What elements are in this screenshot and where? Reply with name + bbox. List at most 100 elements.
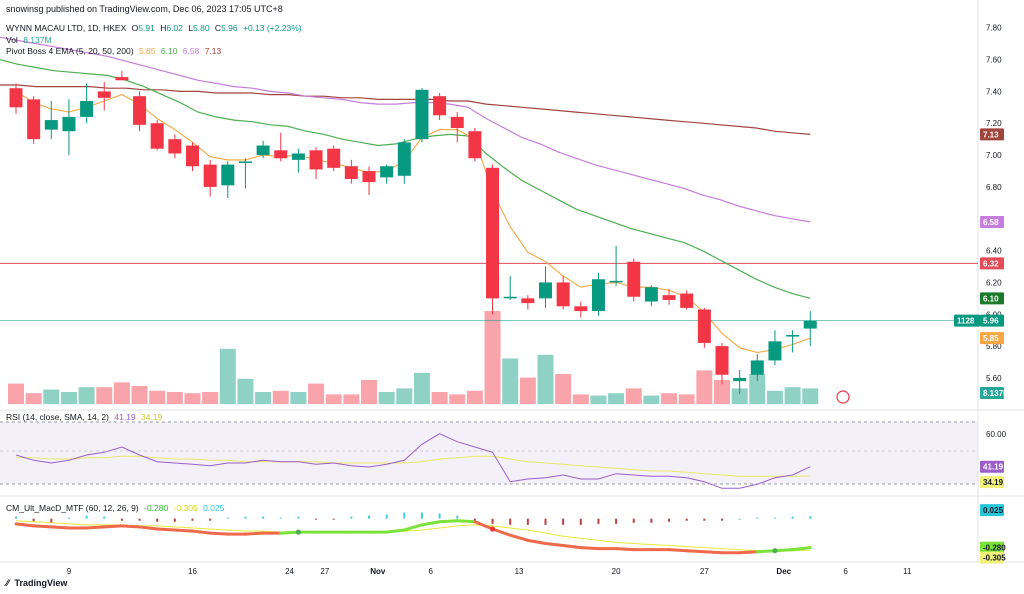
rsi-ma-line: [16, 455, 811, 477]
macd-hist-bar: [526, 518, 529, 525]
macd-hist-bar: [632, 518, 635, 523]
macd-line-segment: [755, 549, 777, 554]
macd-line-segment: [173, 528, 194, 533]
macd-line-segment: [49, 525, 71, 530]
macd-signal-legend-value: -0.305: [173, 503, 198, 513]
macd-hist-bar: [279, 517, 282, 519]
time-axis-label: 9: [67, 567, 72, 576]
macd-hist-bar: [103, 516, 106, 519]
high-label: H: [160, 23, 167, 33]
macd-line-segment: [243, 531, 265, 536]
macd-line-segment: [402, 523, 424, 532]
macd-hist-bar: [809, 516, 812, 519]
macd-line-segment: [208, 531, 230, 536]
macd-hist-bar: [562, 518, 565, 525]
volume-bar: [361, 380, 377, 404]
last-price-badge: 5.96: [980, 314, 1004, 327]
volume-bar: [749, 374, 766, 404]
macd-line-segment: [667, 548, 689, 553]
open-value: 5.91: [138, 23, 155, 33]
macd-line-segment: [102, 524, 124, 529]
macd-hist-bar: [721, 518, 723, 521]
macd-hist-bar: [703, 518, 706, 521]
candle-body: [768, 341, 782, 361]
price-axis-label: 6.40: [986, 247, 1002, 256]
macd-hist-bar: [297, 516, 300, 519]
candle-body: [397, 142, 411, 176]
rsi-line: [15, 433, 811, 489]
price-axis-label: 7.60: [986, 56, 1002, 65]
macd-hist-badge: 0.025: [980, 504, 1004, 517]
candle-body: [662, 295, 676, 300]
countdown-badge: 1128: [954, 314, 980, 327]
resistance-badge: 6.32: [980, 257, 1004, 270]
candle-body: [415, 89, 429, 140]
symbol-name: WYNN MACAU LTD, 1D, HKEX: [6, 23, 127, 33]
candle-body: [80, 100, 94, 117]
candle-body: [591, 279, 605, 312]
macd-line-segment: [438, 519, 459, 524]
rsi-axis-label: 60.00: [986, 430, 1007, 439]
candle-body: [238, 161, 252, 164]
candle-body: [433, 96, 447, 116]
candle-body: [627, 261, 641, 297]
volume-bar: [661, 393, 678, 404]
candle-body: [750, 360, 764, 375]
volume-bar: [113, 382, 130, 404]
volume-bar: [272, 390, 289, 404]
macd-line-segment: [544, 541, 565, 548]
price-axis-label: 5.80: [986, 342, 1002, 351]
macd-line-segment: [32, 524, 53, 529]
volume-bar: [60, 392, 77, 404]
volume-bar: [484, 311, 501, 404]
macd-signal-line: [15, 520, 811, 552]
volume-bar: [714, 380, 730, 404]
tradingview-footer[interactable]: ⁄⁄ TradingView: [6, 578, 70, 588]
volume-bar: [555, 374, 572, 404]
macd-hist-bar: [650, 518, 653, 523]
macd-hist-bar: [668, 518, 671, 522]
macd-line-segment: [702, 550, 724, 555]
macd-signal-badge: -0.305: [980, 551, 1006, 564]
macd-hist-bar: [738, 518, 741, 520]
macd-hist-bar: [473, 518, 476, 522]
rsi-label: RSI (14, close, SMA, 14, 2): [6, 412, 109, 422]
macd-badge: -0.280: [980, 541, 1006, 554]
macd-hist-bar: [385, 514, 388, 519]
volume-bar: [413, 372, 430, 404]
macd-hist-bar: [773, 517, 776, 519]
volume-value: 8.137M: [23, 35, 52, 45]
event-icon: [836, 390, 850, 404]
close-value: 5.96: [221, 23, 238, 33]
macd-hist-bar: [85, 515, 88, 519]
volume-bar: [625, 388, 642, 404]
ema200-value: 7.13: [204, 46, 222, 56]
price-axis-label: 6.80: [986, 183, 1002, 192]
volume-bar: [431, 392, 448, 404]
candle-body: [697, 309, 711, 343]
ema200-badge: 7.13: [980, 128, 1004, 141]
candle-body: [168, 139, 182, 154]
macd-hist-bar: [15, 516, 17, 519]
macd-hist-bar: [315, 518, 318, 520]
candle-body: [27, 99, 41, 140]
macd-hist-bar: [420, 512, 423, 519]
macd-line-segment: [561, 544, 583, 550]
time-axis-label: 6: [429, 567, 434, 576]
ema5-badge: 5.85: [980, 332, 1004, 345]
macd-hist-bar: [791, 516, 794, 519]
volume-bar: [219, 348, 236, 404]
candle-body: [186, 145, 199, 167]
volume-bar: [378, 392, 395, 404]
macd-hist-bar: [262, 516, 265, 519]
volume-bar: [802, 388, 819, 404]
candle-body: [380, 166, 394, 178]
macd-line-segment: [138, 525, 159, 531]
time-axis-label: 11: [903, 567, 912, 576]
macd-cross-dot: [772, 548, 778, 554]
price-axis-label: 7.00: [986, 151, 1002, 160]
macd-hist-bar: [544, 518, 547, 525]
candle-body: [786, 334, 800, 337]
volume-bar: [643, 395, 660, 404]
